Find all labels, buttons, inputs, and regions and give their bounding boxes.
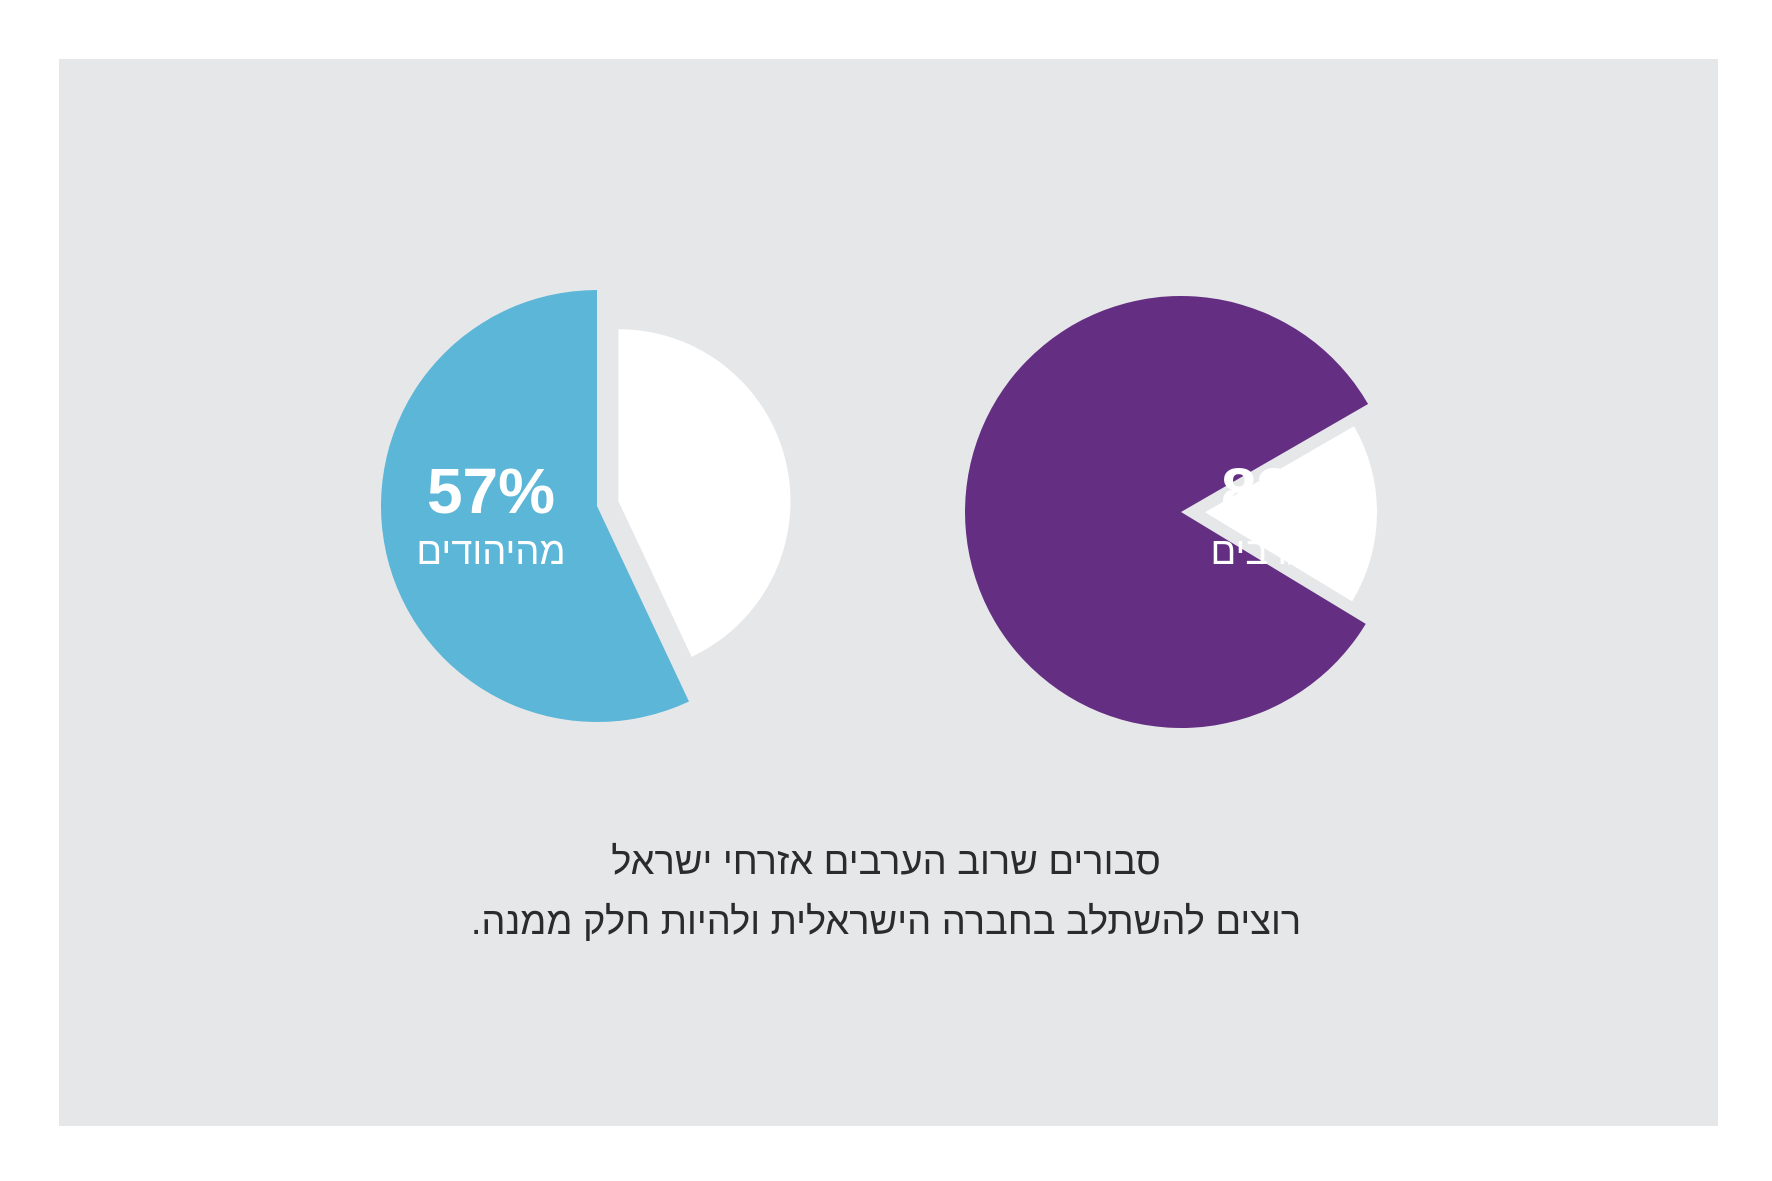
- pie-slice-arabs-rest: [1205, 426, 1378, 602]
- caption-line-1: סבורים שרוב הערבים אזרחי ישראל: [611, 841, 1161, 883]
- pie-slice-jews-rest: [618, 329, 791, 657]
- pie-chart-jews: [380, 289, 791, 722]
- pie-slice-jews-main: [380, 289, 689, 722]
- pie-group-label-arabs: מהערבים: [1210, 531, 1359, 573]
- pie-slice-arabs-main: [964, 296, 1369, 729]
- pie-value-label-arabs: 83%: [1221, 455, 1349, 527]
- pie-value-label-jews: 57%: [427, 455, 555, 527]
- caption-line-2: רוצים להשתלב בחברה הישראלית ולהיות חלק מ…: [470, 901, 1302, 943]
- caption: סבורים שרוב הערבים אזרחי ישראל רוצים להש…: [0, 832, 1772, 952]
- pie-chart-arabs: [964, 296, 1378, 729]
- pie-group-label-jews: מהיהודים: [416, 531, 565, 573]
- infographic-panel: [59, 59, 1718, 1126]
